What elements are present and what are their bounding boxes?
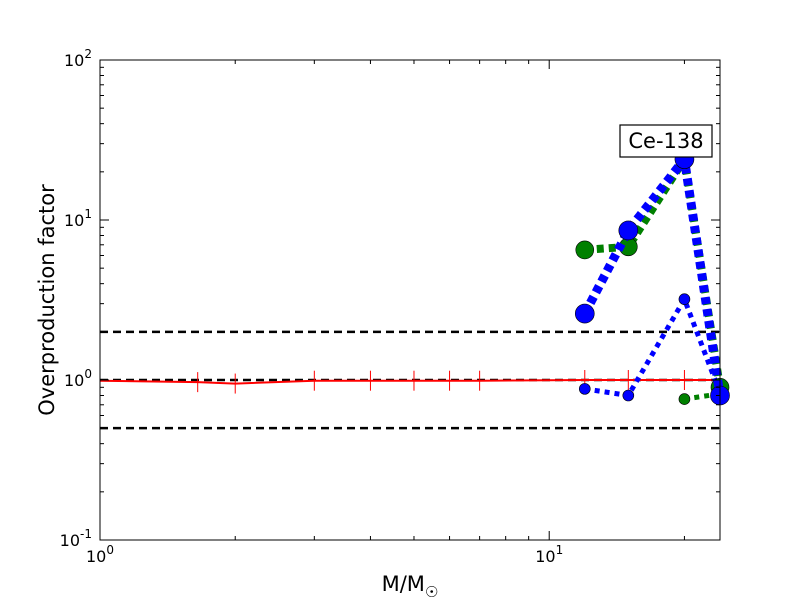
annotation-box: Ce-138 xyxy=(619,124,713,158)
series-line xyxy=(580,154,725,397)
data-point xyxy=(618,220,639,241)
x-tick-label: 101 xyxy=(535,543,563,566)
data-point xyxy=(678,293,691,305)
data-point xyxy=(678,393,691,405)
data-point xyxy=(622,389,635,402)
x-axis-label: M/M☉ xyxy=(382,572,439,600)
y-tick-label: 100 xyxy=(64,367,92,390)
y-tick-base: 10 xyxy=(64,211,84,230)
y-tick-exp: 0 xyxy=(84,367,92,381)
y-tick-label: 102 xyxy=(64,47,92,70)
y-tick-exp: -1 xyxy=(80,527,92,541)
plot-frame xyxy=(99,59,721,541)
data-point xyxy=(575,240,595,260)
y-axis-label: Overproduction factor xyxy=(35,184,59,416)
x-tick-exp: 0 xyxy=(106,543,114,557)
data-point xyxy=(574,303,595,324)
y-tick-label: 10-1 xyxy=(60,527,92,550)
x-tick-label: 100 xyxy=(86,543,114,566)
x-tick-base: 10 xyxy=(86,547,106,566)
annotation-label: Ce-138 xyxy=(628,129,703,153)
data-series xyxy=(99,149,730,406)
annotation-rect xyxy=(619,124,713,158)
series-line xyxy=(584,296,723,398)
x-tick-base: 10 xyxy=(535,547,555,566)
y-tick-label: 101 xyxy=(64,207,92,230)
x-axis-label-text: M/M xyxy=(382,572,425,596)
y-tick-exp: 2 xyxy=(84,47,92,61)
y-tick-exp: 1 xyxy=(84,207,92,221)
sun-symbol-icon: ☉ xyxy=(425,583,438,600)
x-tick-exp: 1 xyxy=(556,543,564,557)
y-tick-base: 10 xyxy=(60,531,80,550)
series-blue-dotted-thick xyxy=(574,149,730,406)
data-point xyxy=(578,383,591,395)
y-tick-base: 10 xyxy=(64,51,84,70)
y-tick-base: 10 xyxy=(64,371,84,390)
